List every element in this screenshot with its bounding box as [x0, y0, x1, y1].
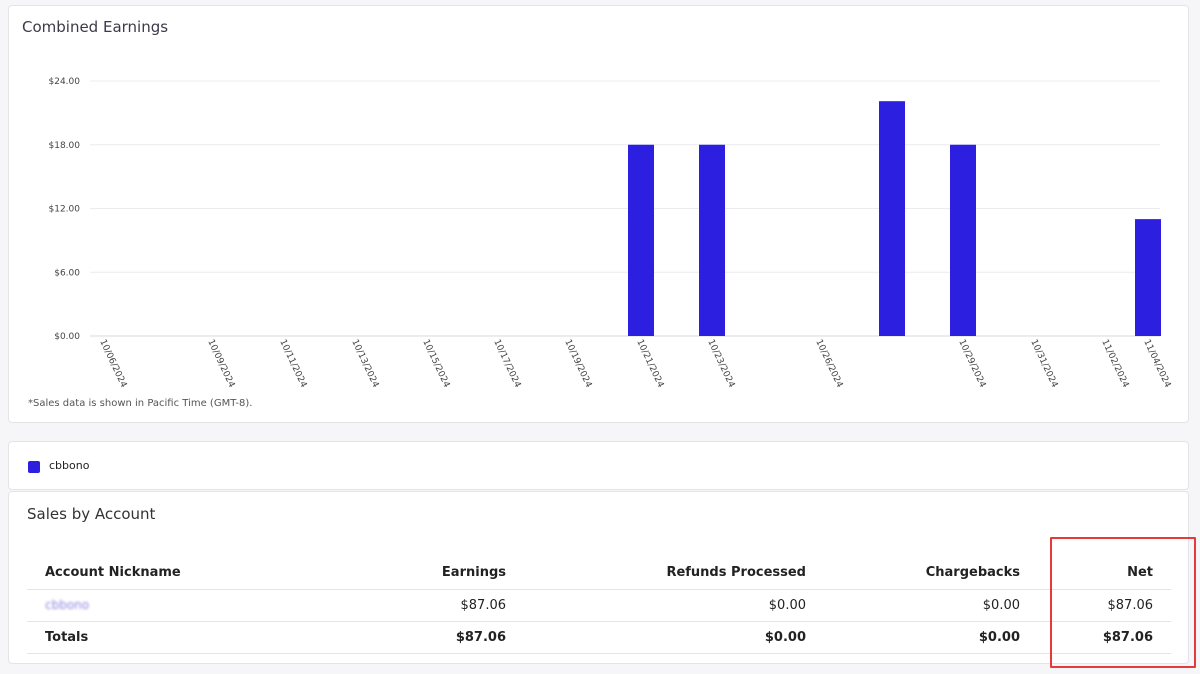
x-tick-label: 10/17/2024	[491, 338, 522, 389]
totals-label: Totals	[27, 621, 254, 654]
net-column-highlight	[1050, 537, 1196, 668]
net-cell: $87.06	[1038, 589, 1171, 622]
x-tick-label: 10/23/2024	[705, 338, 736, 389]
column-header-refunds[interactable]: Refunds Processed	[524, 556, 824, 590]
x-tick-label: 10/19/2024	[562, 338, 593, 389]
x-tick-label: 10/29/2024	[956, 338, 987, 389]
bar[interactable]	[628, 144, 654, 336]
account-nickname-link[interactable]: cbbono	[45, 597, 90, 612]
account-nickname-cell: cbbono	[27, 589, 254, 622]
earnings-bar-chart: $0.00 $6.00 $12.00 $18.00 $24.00 10/06/2024 10…	[49, 77, 1173, 390]
x-tick-label: 10/31/2024	[1028, 338, 1059, 389]
bar[interactable]	[1135, 219, 1161, 336]
chart-legend: cbbono	[8, 441, 1189, 490]
table-row: cbbono $87.06 $0.00 $0.00 $87.06	[27, 589, 1171, 622]
x-tick-label: 10/26/2024	[813, 338, 844, 389]
table-title: Sales by Account	[27, 505, 156, 523]
y-tick-label: $18.00	[49, 141, 81, 151]
x-tick-label: 10/06/2024	[97, 338, 128, 389]
column-header-chargebacks[interactable]: Chargebacks	[824, 556, 1038, 590]
bar[interactable]	[699, 144, 725, 336]
totals-row: Totals $87.06 $0.00 $0.00 $87.06	[27, 621, 1171, 654]
x-tick-label: 10/15/2024	[420, 338, 451, 389]
table-header-row: Account Nickname Earnings Refunds Proces…	[27, 556, 1171, 590]
x-tick-label: 10/11/2024	[277, 338, 308, 389]
chargebacks-cell: $0.00	[824, 589, 1038, 622]
bar[interactable]	[879, 101, 905, 336]
refunds-cell: $0.00	[524, 589, 824, 622]
y-tick-label: $6.00	[54, 268, 80, 278]
y-tick-label: $12.00	[49, 205, 81, 215]
bar[interactable]	[950, 144, 976, 336]
sales-by-account-card: Sales by Account Account Nickname Earnin…	[8, 491, 1189, 664]
totals-earnings: $87.06	[254, 621, 524, 654]
timezone-note: *Sales data is shown in Pacific Time (GM…	[28, 398, 253, 409]
y-tick-label: $0.00	[54, 332, 80, 342]
totals-chargebacks: $0.00	[824, 621, 1038, 654]
column-header-account[interactable]: Account Nickname	[27, 556, 254, 590]
totals-net: $87.06	[1038, 621, 1171, 654]
chart-title: Combined Earnings	[22, 18, 169, 36]
legend-label[interactable]: cbbono	[49, 459, 90, 472]
x-tick-label: 10/09/2024	[205, 338, 236, 389]
x-tick-label: 11/02/2024	[1099, 338, 1130, 389]
sales-table: Account Nickname Earnings Refunds Proces…	[27, 556, 1171, 654]
y-tick-label: $24.00	[49, 77, 81, 87]
earnings-cell: $87.06	[254, 589, 524, 622]
totals-refunds: $0.00	[524, 621, 824, 654]
combined-earnings-card: Combined Earnings $0.00 $6.00 $12.00 $18.00…	[8, 5, 1189, 423]
column-header-earnings[interactable]: Earnings	[254, 556, 524, 590]
legend-swatch[interactable]	[28, 461, 40, 473]
x-tick-label: 10/13/2024	[349, 338, 380, 389]
column-header-net[interactable]: Net	[1038, 556, 1171, 590]
x-tick-label: 11/04/2024	[1141, 338, 1172, 389]
x-tick-label: 10/21/2024	[634, 338, 665, 389]
